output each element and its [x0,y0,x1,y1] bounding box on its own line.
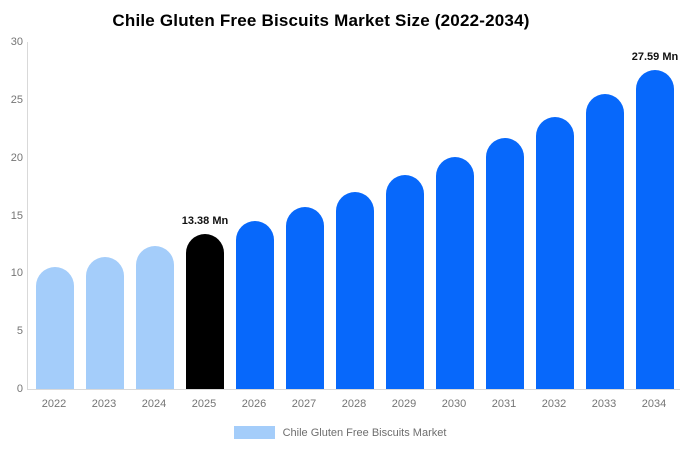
legend: Chile Gluten Free Biscuits Market [0,426,680,439]
y-tick-label: 25 [10,93,23,106]
bar-2033[interactable] [586,94,624,389]
y-tick-label: 15 [10,209,23,222]
x-tick-label: 2024 [141,398,167,410]
x-tick-label: 2025 [191,398,217,410]
y-axis: 0 5 10 15 20 25 30 [0,36,23,395]
bar-value-label: 13.38 Mn [181,215,229,228]
bar-value-label: 27.59 Mn [631,50,679,63]
bar-2031[interactable] [486,138,524,389]
y-tick-label: 30 [10,36,23,48]
bar-2023[interactable] [86,257,124,389]
y-tick-label: 5 [16,325,23,338]
x-tick-label: 2032 [541,398,567,410]
bar-2022[interactable] [36,267,74,389]
bar-2027[interactable] [286,207,324,389]
x-tick-label: 2030 [441,398,467,410]
legend-swatch-icon [233,426,275,439]
bar-2026[interactable] [236,221,274,389]
x-axis: 2022 2023 2024 2025 2026 2027 2028 2029 2030 2031… [27,398,679,414]
bar-2030[interactable] [436,157,474,389]
x-tick-label: 2029 [391,398,417,410]
bar-2025[interactable] [186,234,224,389]
x-tick-label: 2028 [341,398,367,410]
x-tick-label: 2027 [291,398,317,410]
y-tick-label: 10 [10,267,23,280]
bar-2028[interactable] [336,191,374,389]
bar-2032[interactable] [536,117,574,389]
plot-area: 13.38 Mn 27.59 Mn [27,42,680,390]
y-tick-label: 20 [10,151,23,164]
x-tick-label: 2033 [591,398,617,410]
x-tick-label: 2023 [91,398,117,410]
bar-2024[interactable] [136,246,174,389]
x-tick-label: 2031 [491,398,517,410]
y-tick-label: 0 [16,383,23,395]
x-tick-label: 2026 [241,398,267,410]
bar-2034[interactable] [636,69,674,389]
x-tick-label: 2022 [41,398,67,410]
bar-2029[interactable] [386,175,424,389]
x-tick-label: 2034 [641,398,667,410]
legend-label: Chile Gluten Free Biscuits Market [282,426,447,439]
chart-title: Chile Gluten Free Biscuits Market Size (… [112,11,530,30]
